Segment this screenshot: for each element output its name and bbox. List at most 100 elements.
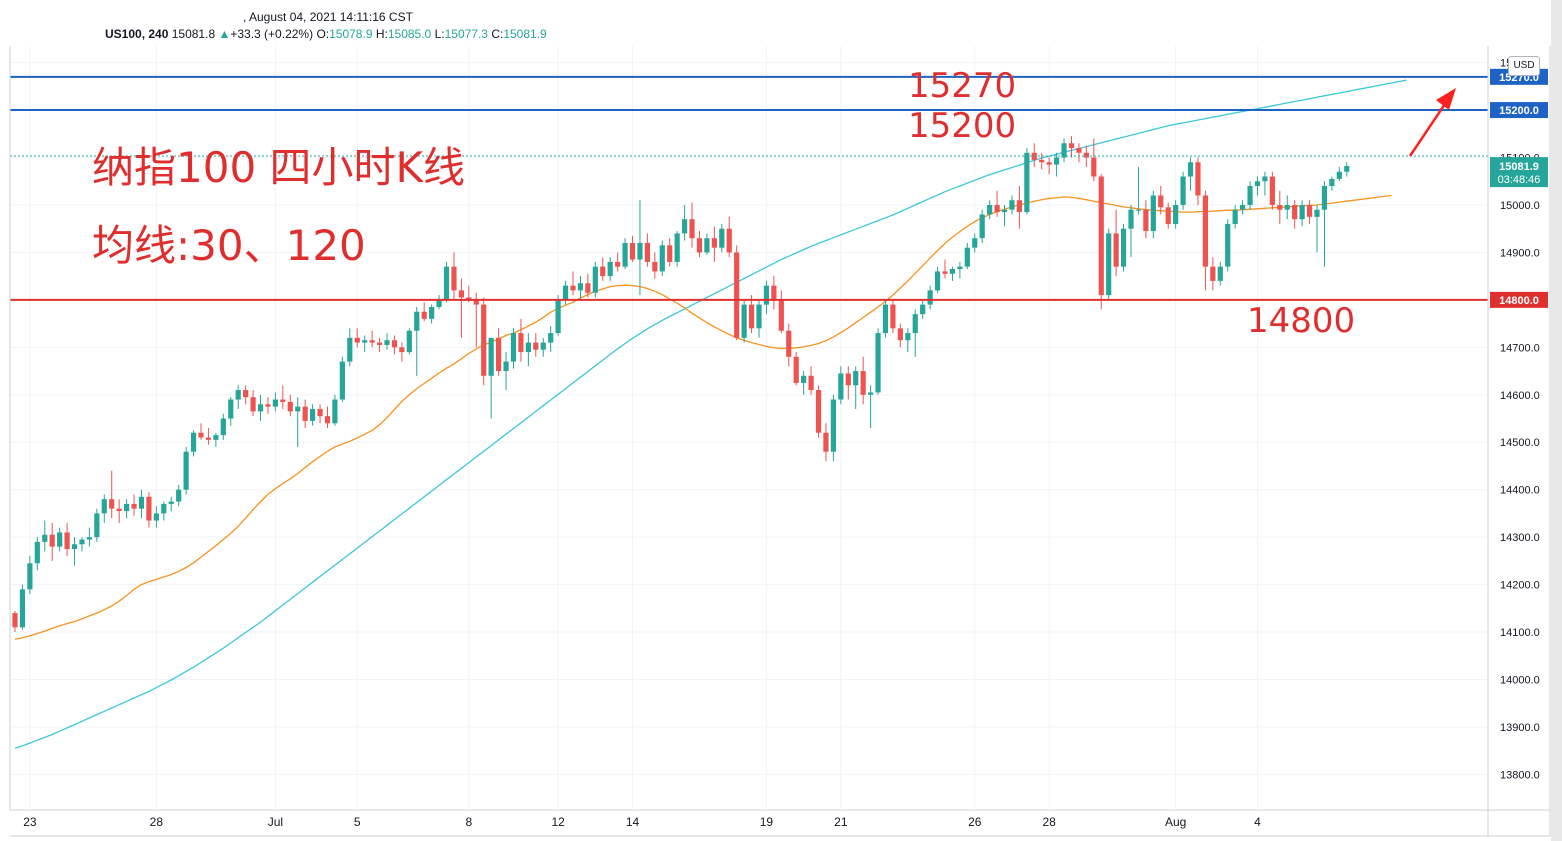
candle-down: [49, 522, 55, 561]
low-value: 15077.3: [444, 27, 488, 41]
candle-body: [317, 409, 323, 417]
candle-body: [778, 299, 784, 331]
candle-up: [27, 556, 33, 595]
chart-header: , August 04, 2021 14:11:16 CST US100, 24…: [0, 0, 1562, 46]
candle-body: [786, 330, 792, 357]
candle-up: [637, 200, 643, 296]
time-axis[interactable]: 23 28 Jul 5 8 12 14 19 21 26 28 Aug 4: [23, 815, 1261, 829]
candle-body: [183, 451, 189, 490]
candle-up: [19, 584, 26, 630]
candle-body: [57, 532, 63, 547]
candle-up: [429, 304, 435, 324]
candle-down: [250, 390, 256, 417]
candle-up: [1225, 219, 1231, 272]
candle-body: [1016, 200, 1022, 213]
candle-down: [652, 252, 658, 279]
candle-body: [1277, 204, 1283, 210]
candle-body: [1001, 209, 1008, 213]
candle-up: [332, 394, 338, 426]
candle-up: [1135, 167, 1142, 215]
candle-up: [622, 238, 628, 270]
candle-body: [607, 261, 613, 277]
candle-body: [882, 304, 889, 334]
candle-down: [280, 385, 286, 410]
candle-up: [503, 352, 509, 391]
candle-body: [1150, 195, 1156, 232]
candle-body: [280, 399, 286, 402]
candle-body: [399, 347, 405, 353]
candle-up: [168, 496, 174, 512]
candle-down: [1269, 171, 1275, 210]
candle-body: [793, 356, 799, 383]
candle-up: [362, 335, 368, 353]
candle-up: [905, 328, 911, 353]
candle-up: [607, 257, 613, 281]
price-tick-label: 13900.0: [1500, 722, 1540, 734]
price-tick-label: 14300.0: [1500, 532, 1540, 544]
candle-body: [1165, 207, 1171, 224]
candle-up: [875, 328, 881, 395]
candle-down: [1202, 190, 1208, 291]
time-tick-label: Jul: [268, 815, 283, 829]
candle-body: [369, 340, 375, 343]
candle-up: [1187, 157, 1194, 191]
candle-down: [198, 423, 204, 440]
candle-body: [295, 406, 301, 412]
candle-body: [34, 541, 40, 564]
price-tick-label: 14000.0: [1500, 675, 1540, 687]
candle-down: [12, 610, 18, 633]
time-tick-label: 5: [354, 815, 361, 829]
candle-body: [1217, 266, 1223, 281]
candle-up: [153, 506, 159, 528]
candle-up: [176, 484, 182, 507]
candle-body: [1262, 176, 1268, 182]
candle-up: [138, 489, 145, 519]
candle-body: [116, 508, 122, 512]
candle-body: [324, 416, 331, 424]
candle-body: [949, 269, 956, 274]
candle-down: [734, 245, 740, 341]
candle-up: [220, 413, 226, 440]
candle-body: [555, 299, 561, 334]
candle-down: [391, 335, 398, 355]
candle-down: [726, 216, 732, 258]
candle-body: [748, 304, 755, 329]
candle-body: [808, 375, 814, 391]
candle-body: [994, 204, 1000, 213]
candle-body: [86, 537, 92, 540]
candle-body: [429, 306, 435, 319]
candle-down: [890, 299, 896, 334]
candle-body: [704, 238, 710, 253]
candle-body: [443, 266, 450, 300]
candle-up: [1262, 171, 1268, 196]
candle-body: [49, 534, 55, 547]
high-label: H:: [375, 27, 388, 41]
candle-body: [27, 563, 33, 590]
candle-up: [525, 333, 531, 367]
candle-body: [1254, 181, 1261, 186]
candle-body: [726, 228, 732, 253]
price-tick-label: 14900.0: [1500, 247, 1540, 259]
candle-up: [1314, 204, 1320, 253]
candle-up: [101, 494, 107, 523]
candle-down: [399, 342, 405, 362]
time-tick-label: Aug: [1165, 815, 1186, 829]
candle-body: [629, 242, 636, 260]
candle-up: [42, 520, 48, 552]
candle-body: [198, 432, 204, 438]
candle-down: [793, 352, 799, 386]
candle-down: [1210, 257, 1216, 291]
candle-body: [890, 304, 896, 329]
candle-up: [1173, 200, 1179, 229]
candle-up: [347, 328, 353, 367]
candle-up: [272, 392, 278, 412]
candle-up: [979, 209, 985, 243]
candle-down: [451, 252, 457, 300]
candle-body: [622, 242, 628, 267]
candle-body: [1329, 178, 1335, 186]
symbol-name[interactable]: US100, 240: [105, 27, 169, 41]
candle-body: [562, 285, 569, 300]
currency-badge[interactable]: USD: [1508, 56, 1540, 76]
candle-down: [473, 292, 479, 348]
